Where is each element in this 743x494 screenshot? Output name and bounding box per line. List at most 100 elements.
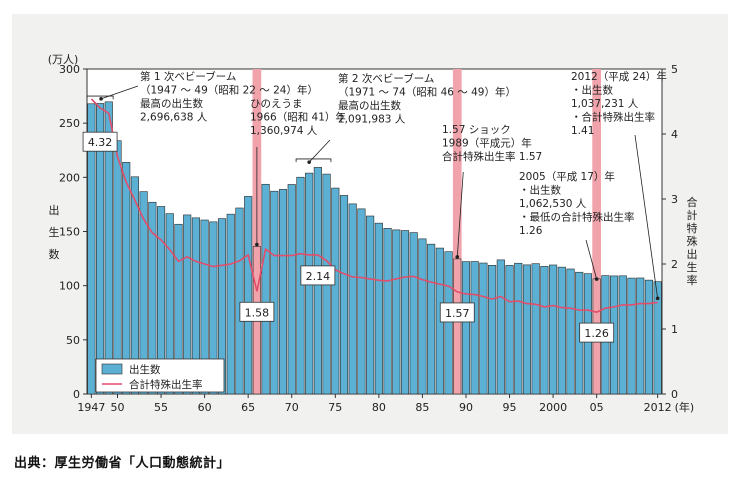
x-unit: (年) (675, 400, 695, 414)
value-box-2005 (579, 322, 615, 343)
leader-shock (456, 171, 464, 257)
right-tick-label: 1 (671, 323, 678, 336)
left-tick-label: 0 (73, 388, 80, 401)
value-box-label: 4.32 (88, 136, 113, 149)
value-box-1989 (439, 302, 475, 323)
bar-1957 (174, 223, 183, 395)
bar-1949 (104, 101, 113, 395)
annotation-baby1: 第 1 次ベビーブーム（1947 ～ 49（昭和 22 ～ 24）年）最高の出生… (140, 70, 318, 124)
value-box-label: 2.14 (306, 270, 331, 283)
bar-1953 (139, 191, 148, 395)
annotation-baby2: 第 2 次ベビーブーム（1971 ～ 74（昭和 46 ～ 49）年）最高の出生… (338, 72, 516, 126)
bar-1979 (366, 215, 375, 395)
left-unit: (万人) (48, 53, 79, 66)
left-tick-label: 250 (59, 117, 80, 130)
leader-hinoe-dot (255, 242, 259, 247)
bar-1999 (540, 266, 549, 395)
bar-1964 (235, 207, 244, 395)
x-tick-label: 90 (459, 401, 473, 414)
plot-area (86, 68, 663, 395)
leader-2012 (634, 134, 659, 299)
value-box-1973 (300, 265, 336, 286)
x-tick-label: 80 (372, 401, 386, 414)
leader-shock-dot (455, 255, 460, 259)
bar-1969 (278, 189, 288, 395)
left-tick-label: 50 (66, 334, 80, 347)
left-tick-label: 300 (59, 63, 80, 76)
bar-1991 (470, 261, 479, 395)
bar-2009 (627, 277, 636, 395)
bar-1989 (453, 258, 462, 395)
bar-1984 (409, 232, 418, 395)
bar-1965 (244, 196, 253, 395)
bar-1988 (444, 251, 453, 395)
x-tick-label: 2000 (539, 401, 567, 414)
x-tick-label: 85 (415, 401, 429, 414)
bar-1995 (505, 265, 514, 395)
x-tick-label: 60 (198, 401, 212, 414)
bar-1992 (479, 262, 488, 395)
bar-1985 (418, 238, 427, 395)
leader-2005 (585, 239, 598, 280)
bar-1996 (514, 262, 523, 395)
right-tick-label: 2 (671, 258, 678, 271)
leader-baby2 (308, 139, 331, 163)
bar-1961 (209, 221, 218, 395)
annotation-hinoe: ひのえうま 1966（昭和 41）年 1,360,974 人 (250, 98, 346, 137)
leader-baby2-dot (307, 160, 311, 164)
bar-2010 (636, 277, 645, 395)
bar-1981 (383, 228, 392, 395)
bar-2001 (557, 266, 566, 395)
annotation-y2005: 2005（平成 17）年・出生数 1,062,530 人・最低の合計特殊出生率 1.… (519, 170, 635, 237)
left-tick-label: 150 (59, 226, 80, 239)
bar-1976 (339, 195, 349, 395)
bar-2011 (644, 279, 653, 395)
bar-1977 (348, 203, 357, 395)
annotation-y2012: 2012（平成 24）年・出生数 1,037,231 人・合計特殊出生率 1.41 (571, 70, 667, 137)
bar-2008 (618, 275, 627, 395)
value-box-label: 1.58 (245, 306, 270, 319)
chart-panel: 0 50 100 150 200 250 300 0 1 2 3 4 5 1947 50 55 60 65 70 75… (12, 14, 728, 434)
leader-baby1-dot (99, 97, 103, 101)
legend-bar-label: 出生数 (129, 363, 161, 376)
bar-1998 (531, 263, 540, 395)
bar-1959 (191, 217, 200, 395)
left-axis-label: 出生数 (49, 203, 60, 261)
bracket-baby1 (86, 95, 114, 100)
bar-1963 (226, 213, 235, 395)
tfr-line (90, 98, 658, 313)
bracket-baby2 (295, 158, 332, 163)
right-tick-label: 0 (671, 388, 678, 401)
bar-1967 (261, 183, 270, 395)
source-caption: 出典：厚生労働省「人口動態統計」 (14, 456, 231, 471)
x-tick-label: 65 (241, 401, 255, 414)
value-box-1966 (239, 301, 275, 322)
bar-1958 (183, 214, 192, 395)
value-box-label: 1.57 (445, 307, 470, 320)
left-tick-label: 200 (59, 171, 80, 184)
leader-2005-dot (594, 277, 599, 281)
legend-line-label: 合計特殊出生率 (129, 378, 203, 391)
bar-1971 (296, 176, 305, 395)
bar-1980 (374, 222, 383, 395)
x-tick-label: 75 (328, 401, 342, 414)
annotation-shock: 1.57 ショック 1989（平成元）年合計特殊出生率 1.57 (442, 124, 542, 163)
bar-1951 (122, 162, 131, 395)
x-tick-label: 70 (285, 401, 299, 414)
bar-2002 (566, 268, 575, 395)
bar-1990 (461, 261, 471, 395)
x-tick-label: 55 (154, 401, 168, 414)
bar-1993 (488, 265, 497, 395)
bar-1975 (331, 187, 340, 395)
left-tick-label: 100 (59, 280, 80, 293)
bar-2000 (549, 264, 558, 395)
bar-1956 (165, 213, 174, 395)
bar-1994 (496, 259, 505, 395)
highlight-band-1989 (452, 69, 462, 394)
bar-1962 (217, 218, 227, 395)
right-axis-label: 合計特殊出生率 (687, 195, 698, 287)
bar-1950 (113, 140, 122, 395)
bar-1983 (400, 230, 410, 395)
legend-bar-swatch (101, 363, 123, 375)
right-tick-label: 5 (671, 63, 678, 76)
